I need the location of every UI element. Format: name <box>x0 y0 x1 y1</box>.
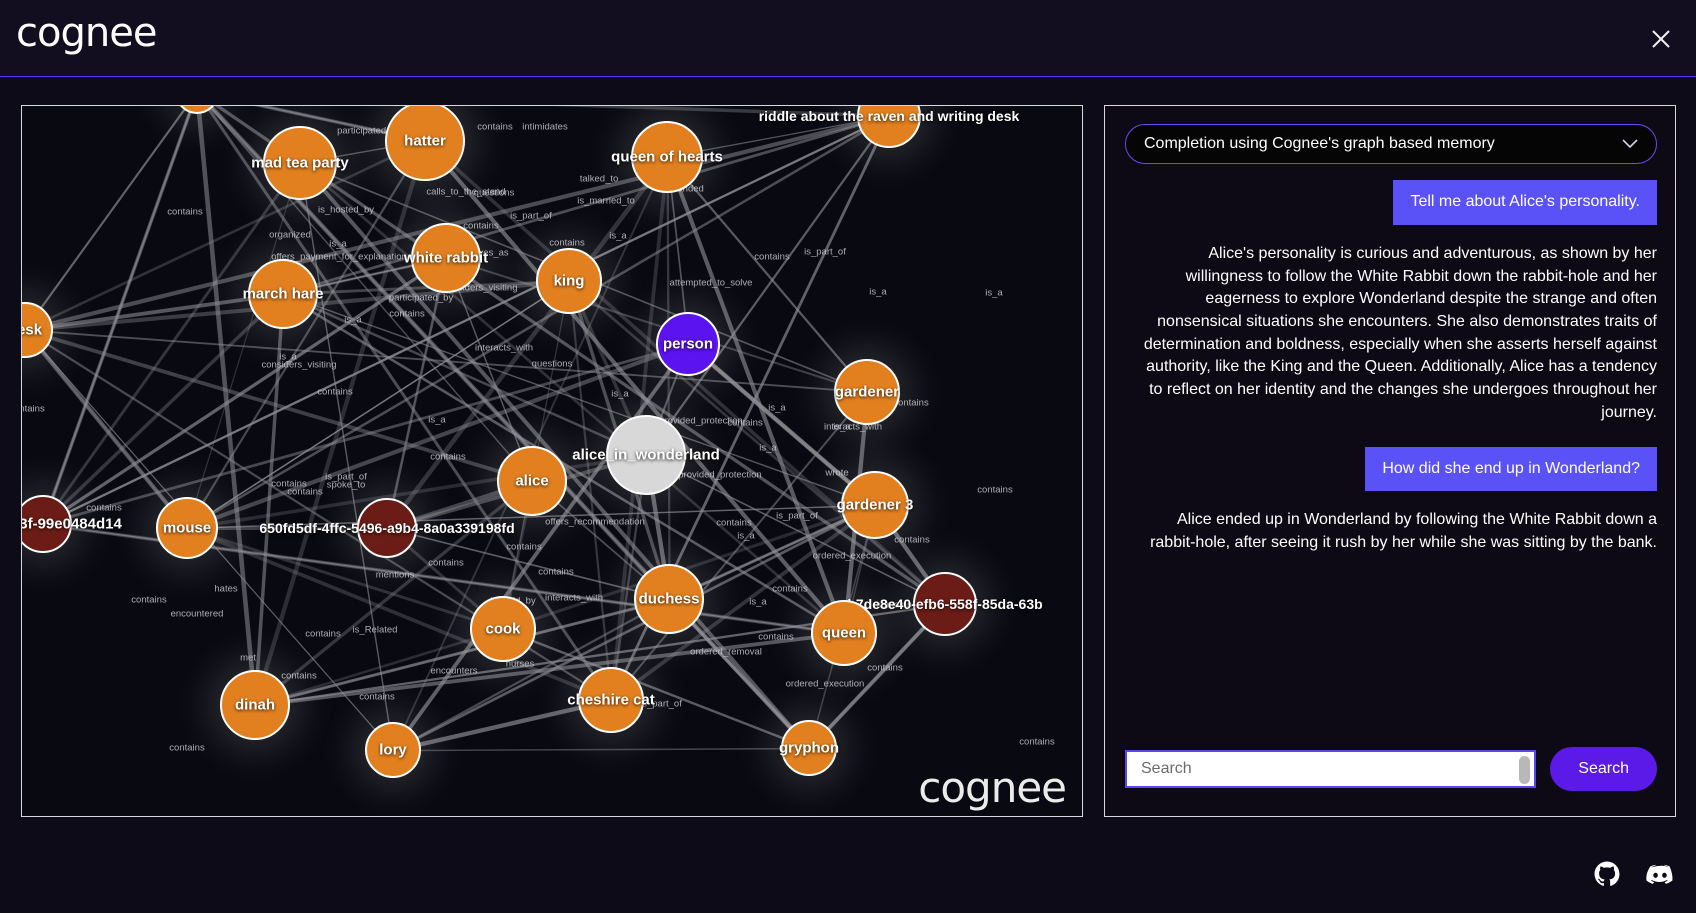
graph-node-label: march hare <box>242 285 324 303</box>
graph-node-label: queen <box>821 624 867 642</box>
assistant-message: Alice's personality is curious and adven… <box>1143 244 1657 421</box>
discord-icon[interactable] <box>1646 860 1674 893</box>
close-icon[interactable] <box>1642 20 1680 58</box>
chat-panel: Completion using Cognee's graph based me… <box>1104 105 1676 817</box>
message-spacer <box>1125 425 1657 447</box>
graph-node[interactable]: 650fd5df-4ffc-5496-a9b4-8a0a339198fd <box>259 498 515 558</box>
graph-node[interactable]: dinah <box>220 670 290 740</box>
graph-node[interactable]: duchess <box>634 564 704 634</box>
graph-node[interactable]: gardener 3 <box>837 471 913 539</box>
graph-node-label: lory <box>379 741 407 759</box>
graph-node[interactable]: gryphon <box>779 720 839 776</box>
graph-node-label: dinah <box>235 696 275 714</box>
graph-node[interactable]: cheshire cat <box>567 667 655 733</box>
graph-node[interactable]: king <box>536 248 602 314</box>
graph-node[interactable]: march hare <box>243 259 323 329</box>
graph-node-label: king <box>553 272 585 290</box>
graph-node[interactable]: lory <box>365 722 421 778</box>
graph-node-label: person <box>662 335 714 353</box>
graph-node[interactable]: gardener <box>834 359 900 425</box>
knowledge-graph-panel[interactable]: contains participated_in contains intimidat… <box>21 105 1083 817</box>
graph-node[interactable]: mad tea party <box>251 126 349 200</box>
app-header: cognee <box>0 0 1696 77</box>
graph-node-label: gardener <box>834 383 900 401</box>
github-icon[interactable] <box>1594 861 1620 892</box>
graph-node-label: white rabbit <box>403 249 489 267</box>
graph-node-label: gardener 3 <box>836 496 914 514</box>
user-message: Tell me about Alice's personality. <box>1393 180 1657 225</box>
graph-node-label: mouse <box>162 519 212 537</box>
message-spacer <box>1125 491 1657 509</box>
graph-node-label: desk <box>22 321 43 339</box>
search-button[interactable]: Search <box>1550 747 1657 791</box>
model-select-value: Completion using Cognee's graph based me… <box>1144 135 1495 152</box>
graph-node-label: cheshire cat <box>567 691 655 709</box>
search-box[interactable] <box>1125 750 1537 788</box>
graph-node-label: cook <box>485 620 521 638</box>
search-scrollbar-thumb[interactable] <box>1519 756 1531 784</box>
footer-social-links <box>1594 860 1674 893</box>
graph-node-label: mad tea party <box>251 154 349 172</box>
graph-node[interactable]: white rabbit <box>404 223 488 293</box>
graph-node[interactable]: mouse <box>156 497 218 559</box>
graph-node[interactable]: queen of hearts <box>611 121 723 193</box>
search-row: Search <box>1125 744 1657 794</box>
search-input[interactable] <box>1127 752 1535 786</box>
graph-node[interactable]: alice <box>497 446 567 516</box>
graph-node[interactable]: queen <box>811 600 877 666</box>
chevron-down-icon <box>1622 136 1638 153</box>
graph-node-label: gryphon <box>779 739 839 757</box>
graph-node-label: duchess <box>638 590 700 608</box>
graph-node[interactable]: person <box>656 312 720 376</box>
message-spacer <box>1125 225 1657 243</box>
graph-node-label: hatter <box>404 132 446 150</box>
graph-node[interactable]: cook <box>470 596 536 662</box>
assistant-message: Alice ended up in Wonderland by followin… <box>1150 511 1657 552</box>
graph-node[interactable]: alice_in_wonderland <box>572 415 720 495</box>
cognee-logo: cognee <box>16 10 157 56</box>
graph-node[interactable]: b7de8e40-efb6-558f-85da-63b <box>847 572 1043 636</box>
graph-node-label: alice <box>515 472 549 490</box>
user-message: How did she end up in Wonderland? <box>1365 446 1657 492</box>
chat-messages: Tell me about Alice's personality. Alice'… <box>1125 180 1657 720</box>
model-select-dropdown[interactable]: Completion using Cognee's graph based me… <box>1125 124 1657 164</box>
